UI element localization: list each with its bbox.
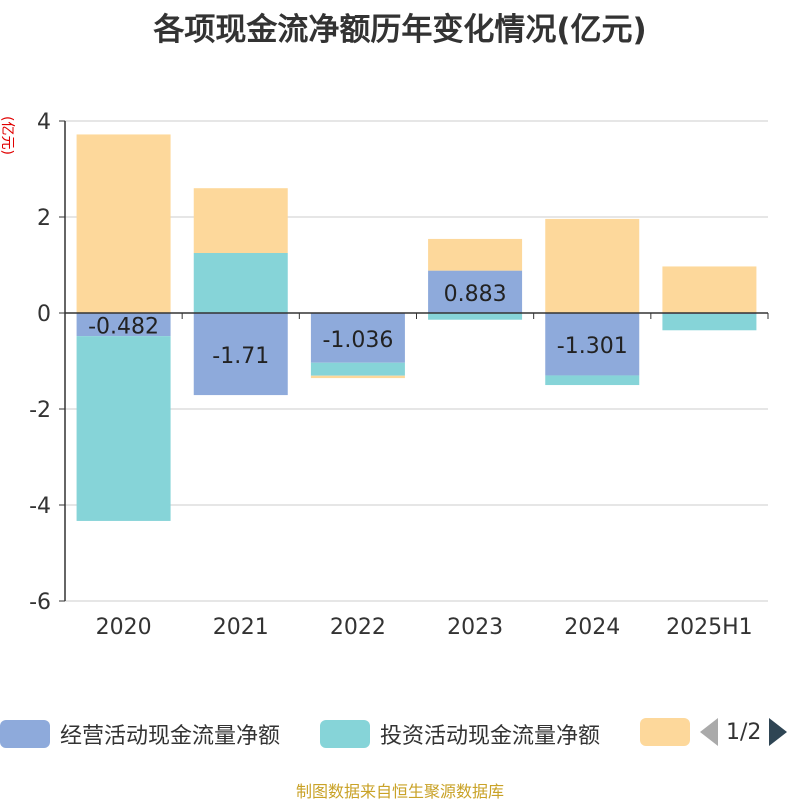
bar-investing [428,313,523,320]
y-tick-label: -4 [29,494,51,519]
legend-pager: 1/2 [700,718,788,746]
chart-title: 各项现金流净额历年变化情况(亿元) [153,12,647,48]
data-label: -0.482 [88,315,159,340]
legend-swatch-investing [320,720,370,748]
bar-investing [662,313,757,331]
y-tick-label: 0 [37,302,51,327]
data-source-note: 制图数据来自恒生聚源数据库 [295,782,504,801]
y-tick-label: 4 [37,110,51,135]
bar-financing [193,188,288,253]
y-tick-label: -2 [29,398,51,423]
bar-investing [193,253,288,313]
bar-financing [76,134,171,313]
legend-label-operating: 经营活动现金流量净额 [60,724,281,749]
bar-financing [545,218,640,313]
x-tick-label: 2021 [213,615,269,640]
y-tick-label: -6 [29,590,51,615]
legend-item-investing[interactable]: 投资活动现金流量净额 [320,718,600,750]
bar-operating [428,270,523,313]
bar-operating [545,313,640,376]
legend-swatch-financing [640,718,690,746]
bar-operating [193,313,288,396]
bar-investing [310,362,405,376]
bar-investing [545,375,640,386]
y-tick-label: 2 [37,206,51,231]
legend: 经营活动现金流量净额 投资活动现金流量净额 1/2 [0,712,800,756]
prev-page-icon[interactable] [700,718,718,746]
bar-financing [428,238,523,271]
legend-swatch-operating [0,720,50,748]
bar-investing [76,336,171,521]
x-tick-label: 2023 [447,615,503,640]
x-tick-label: 2024 [564,615,620,640]
bar-operating [76,313,171,337]
data-label: 0.883 [444,282,507,307]
x-tick-label: 2022 [330,615,386,640]
legend-label-investing: 投资活动现金流量净额 [380,724,601,749]
data-label: -1.71 [212,344,269,369]
legend-item-financing[interactable] [640,718,690,746]
legend-item-operating[interactable]: 经营活动现金流量净额 [0,718,280,750]
bar-financing [662,266,757,313]
data-label: -1.301 [557,334,628,359]
next-page-icon[interactable] [769,718,788,746]
bar-operating [310,313,405,363]
x-tick-label: 2020 [96,615,152,640]
chart-area: 4 2 0 -2 -4 -6 2020 2021 2022 2023 2024 2025H1 -0.48… [29,110,769,640]
x-tick-label: 2025H1 [666,615,753,640]
legend-page-indicator: 1/2 [726,719,762,745]
data-label: -1.036 [322,328,393,353]
bar-financing [310,375,405,379]
